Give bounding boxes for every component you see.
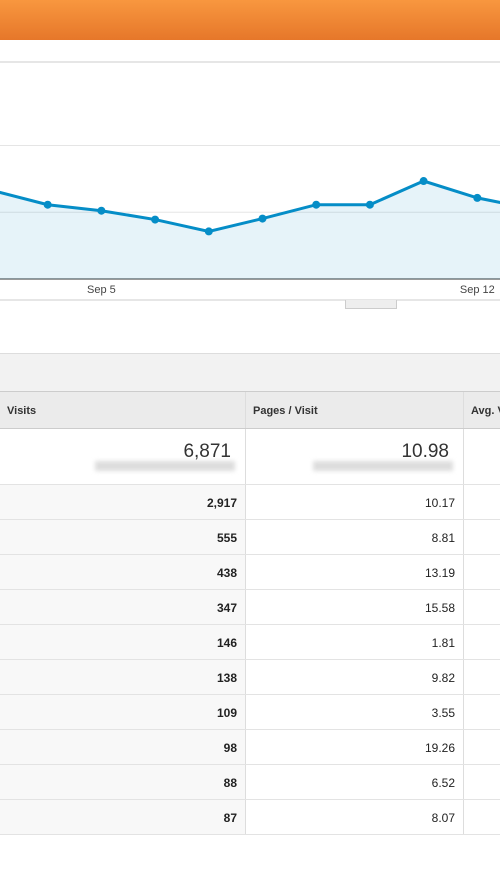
data-cell: [464, 520, 500, 554]
data-cell: [464, 660, 500, 694]
column-header[interactable]: Avg. Visit Duration: [464, 392, 500, 428]
top-bar: [0, 0, 500, 40]
data-cell: [464, 485, 500, 519]
redacted: [313, 461, 453, 471]
header-row: Visits Pages / Visit Avg. Visit Duration: [0, 391, 500, 429]
total-cell: 10.98: [246, 429, 464, 484]
data-row: 98 19.26: [0, 730, 500, 765]
data-cell: 10.17: [246, 485, 464, 519]
data-cell: 15.58: [246, 590, 464, 624]
data-cell: 109: [0, 695, 246, 729]
data-cell: 8.07: [246, 800, 464, 834]
total-cell: 6,871: [0, 429, 246, 484]
totals-row: 6,871 10.98: [0, 429, 500, 485]
data-row: 138 9.82: [0, 660, 500, 695]
data-row: 88 6.52: [0, 765, 500, 800]
data-cell: 9.82: [246, 660, 464, 694]
total-value: 10.98: [401, 441, 449, 462]
total-cell: [464, 429, 500, 484]
point: [473, 193, 482, 202]
data-cell: 98: [0, 730, 246, 764]
data-cell: [464, 765, 500, 799]
point: [365, 200, 374, 209]
data-cell: [464, 590, 500, 624]
point: [43, 200, 52, 209]
data-row: 146 1.81: [0, 625, 500, 660]
data-row: 87 8.07: [0, 800, 500, 835]
point: [258, 214, 267, 223]
total-value: 6,871: [183, 441, 231, 462]
data-cell: 1.81: [246, 625, 464, 659]
data-cell: 347: [0, 590, 246, 624]
header-label: Visits: [7, 405, 37, 417]
point: [151, 215, 160, 224]
data-cell: 146: [0, 625, 246, 659]
data-cell: 87: [0, 800, 246, 834]
data-row: 438 13.19: [0, 555, 500, 590]
chart: Sep 5 Sep 12: [0, 61, 500, 301]
data-cell: 138: [0, 660, 246, 694]
data-cell: 13.19: [246, 555, 464, 589]
point: [204, 227, 213, 236]
area: [0, 181, 500, 279]
point: [419, 177, 428, 186]
data-cell: 8.81: [246, 520, 464, 554]
redacted: [95, 461, 235, 471]
data-cell: 555: [0, 520, 246, 554]
data-cell: 438: [0, 555, 246, 589]
data-cell: [464, 730, 500, 764]
column-header[interactable]: Pages / Visit: [246, 392, 464, 428]
data-cell: 2,917: [0, 485, 246, 519]
data-row: 2,917 10.17: [0, 485, 500, 520]
chart-toggle[interactable]: [345, 300, 397, 309]
data-cell: 88: [0, 765, 246, 799]
data-cell: [464, 695, 500, 729]
header-label: Avg. Visit Duration: [471, 405, 500, 417]
data-cell: [464, 555, 500, 589]
data-cell: [464, 625, 500, 659]
data-row: 347 15.58: [0, 590, 500, 625]
toolbar: [0, 353, 500, 392]
data-row: 555 8.81: [0, 520, 500, 555]
data-cell: 6.52: [246, 765, 464, 799]
x-tick-label: Sep 5: [87, 284, 116, 296]
column-header[interactable]: Visits: [0, 392, 246, 428]
data-cell: [464, 800, 500, 834]
point: [312, 200, 321, 209]
point: [97, 206, 106, 215]
header-label: Pages / Visit: [253, 405, 318, 417]
x-tick-label: Sep 12: [460, 284, 495, 296]
data-row: 109 3.55: [0, 695, 500, 730]
data-cell: 19.26: [246, 730, 464, 764]
data-cell: 3.55: [246, 695, 464, 729]
